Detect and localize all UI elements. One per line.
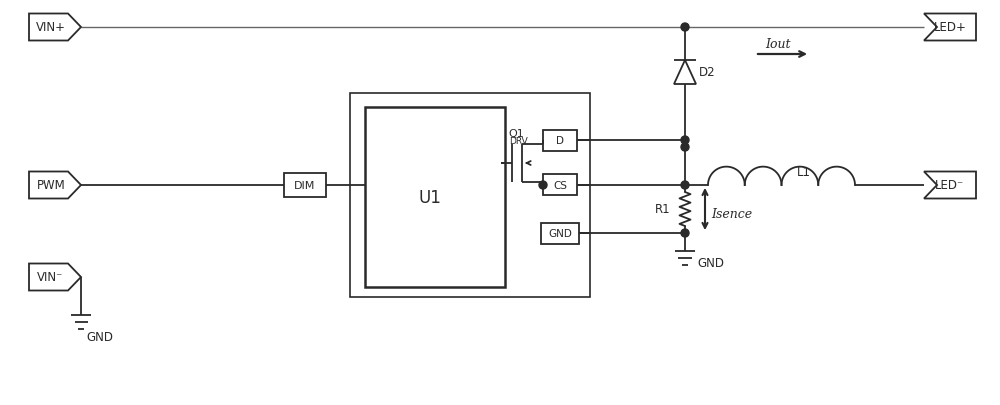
Circle shape	[681, 136, 689, 145]
Text: PWM: PWM	[37, 179, 65, 192]
Text: DIM: DIM	[294, 181, 316, 190]
Circle shape	[681, 144, 689, 151]
Text: LED⁻: LED⁻	[935, 179, 965, 192]
Text: Isence: Isence	[711, 208, 752, 221]
Text: CS: CS	[553, 181, 567, 190]
Circle shape	[681, 181, 689, 190]
Circle shape	[681, 24, 689, 32]
Text: Q1: Q1	[508, 129, 524, 139]
Text: LED+: LED+	[934, 21, 966, 34]
Text: D: D	[556, 136, 564, 146]
Text: DRV: DRV	[509, 137, 528, 146]
Circle shape	[681, 230, 689, 237]
Text: U1: U1	[419, 189, 441, 207]
Text: VIN+: VIN+	[36, 21, 66, 34]
Text: Iout: Iout	[765, 38, 790, 51]
Text: R1: R1	[655, 203, 671, 216]
Text: VIN⁻: VIN⁻	[37, 271, 63, 284]
Text: GND: GND	[548, 228, 572, 239]
Text: GND: GND	[697, 257, 724, 270]
Text: L1: L1	[797, 166, 811, 179]
Text: GND: GND	[86, 331, 113, 344]
Circle shape	[539, 181, 547, 190]
Text: D2: D2	[699, 66, 716, 79]
